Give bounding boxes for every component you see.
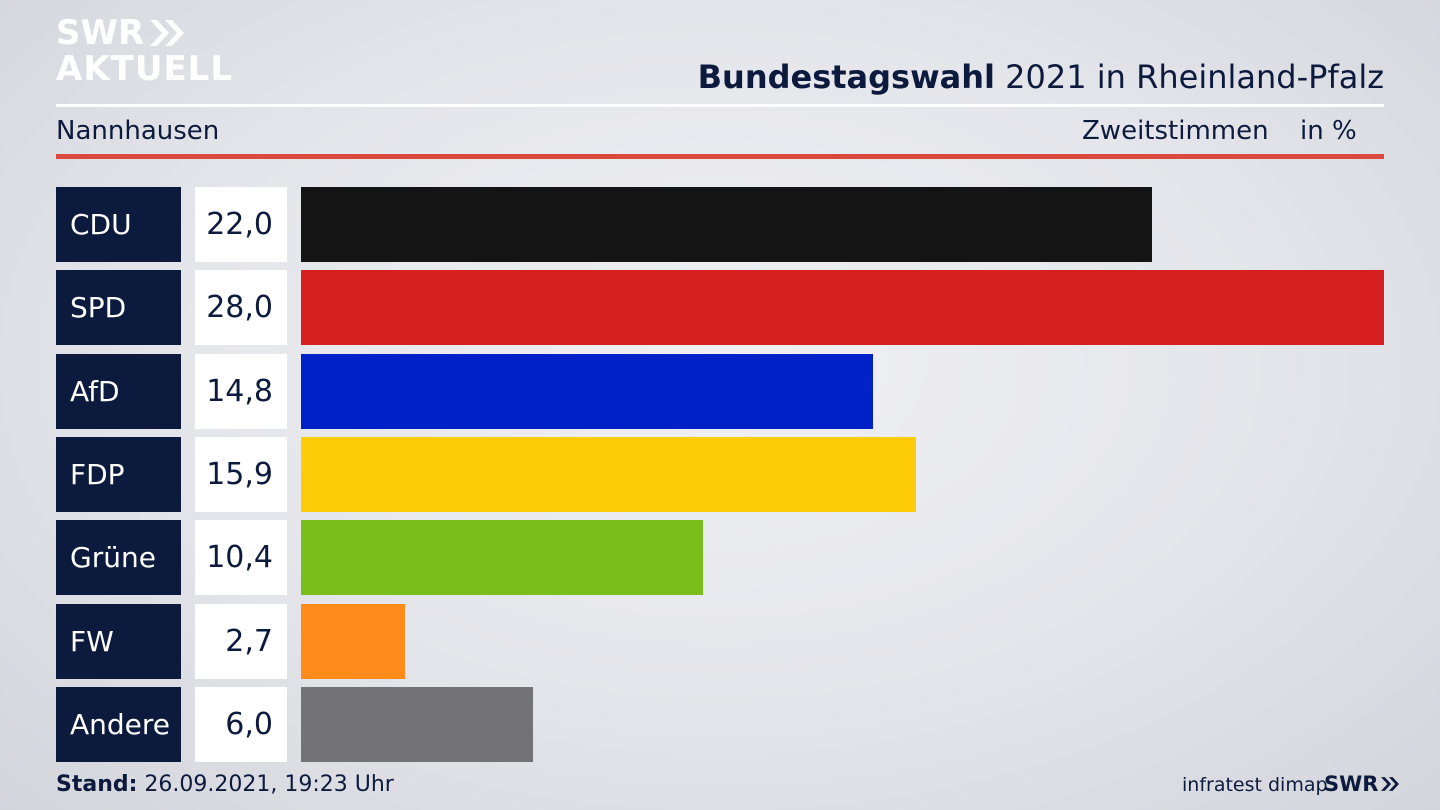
double-chevron-icon: [150, 20, 185, 46]
party-label: FDP: [56, 437, 181, 512]
logo-aktuell-text: AKTUELL: [56, 49, 234, 89]
unit-label: in %: [1300, 116, 1357, 146]
swr-aktuell-logo: SWR AKTUELL: [56, 16, 233, 86]
location-label: Nannhausen: [56, 116, 220, 146]
title-rest: 2021 in Rheinland-Pfalz: [995, 58, 1384, 96]
party-label: SPD: [56, 270, 181, 345]
footer-logo-text: SWR: [1324, 772, 1379, 796]
bar: [301, 187, 1152, 262]
value-label: 28,0: [195, 270, 287, 345]
party-label: CDU: [56, 187, 181, 262]
logo-swr-text: SWR: [56, 13, 145, 53]
value-label: 6,0: [195, 687, 287, 762]
value-label: 10,4: [195, 520, 287, 595]
bar: [301, 520, 703, 595]
bar: [301, 687, 533, 762]
party-label: FW: [56, 604, 181, 679]
double-chevron-icon: [1381, 777, 1400, 791]
bar: [301, 354, 873, 429]
value-label: 15,9: [195, 437, 287, 512]
value-label: 22,0: [195, 187, 287, 262]
title-bold: Bundestagswahl: [697, 58, 995, 96]
header-divider: [56, 104, 1384, 107]
accent-divider: [56, 154, 1384, 159]
vote-type-label: Zweitstimmen: [1082, 116, 1269, 146]
party-label: Andere: [56, 687, 181, 762]
party-label: Grüne: [56, 520, 181, 595]
stand-label: Stand:: [56, 772, 138, 797]
page-title: Bundestagswahl 2021 in Rheinland-Pfalz: [698, 58, 1384, 96]
timestamp: Stand: 26.09.2021, 19:23 Uhr: [56, 772, 394, 797]
bar: [301, 604, 405, 679]
swr-footer-logo: SWR: [1324, 772, 1400, 796]
source-label: infratest dimap: [1182, 774, 1328, 796]
bar: [301, 437, 916, 512]
bar: [301, 270, 1384, 345]
stand-value: 26.09.2021, 19:23 Uhr: [137, 772, 394, 797]
value-label: 2,7: [195, 604, 287, 679]
party-label: AfD: [56, 354, 181, 429]
value-label: 14,8: [195, 354, 287, 429]
